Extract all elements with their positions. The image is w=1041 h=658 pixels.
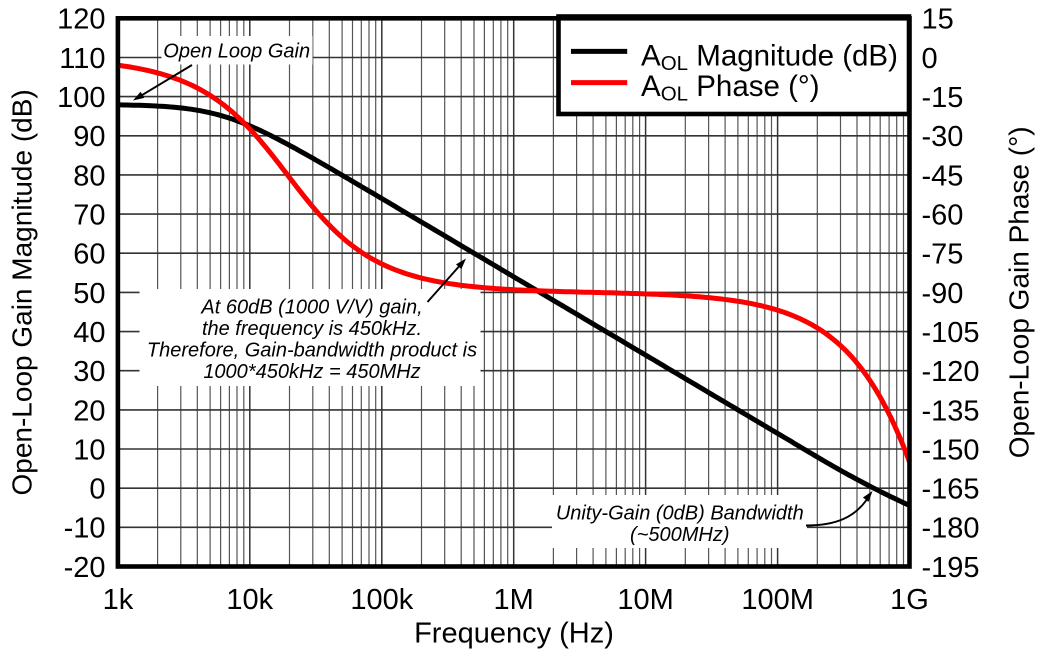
svg-text:80: 80 [73, 160, 105, 192]
svg-text:-165: -165 [922, 474, 980, 506]
svg-text:Unity-Gain (0dB) Bandwidth: Unity-Gain (0dB) Bandwidth [556, 502, 804, 524]
svg-text:70: 70 [73, 200, 105, 232]
svg-text:100k: 100k [350, 584, 413, 616]
svg-text:AOL Magnitude (dB): AOL Magnitude (dB) [641, 40, 898, 75]
svg-text:-135: -135 [922, 395, 980, 427]
svg-text:40: 40 [73, 317, 105, 349]
svg-text:Open Loop Gain: Open Loop Gain [163, 40, 310, 62]
svg-text:10: 10 [73, 434, 105, 466]
svg-text:Open-Loop Gain Phase (°): Open-Loop Gain Phase (°) [1003, 126, 1034, 458]
svg-text:1M: 1M [494, 584, 534, 616]
svg-text:0: 0 [89, 474, 105, 506]
svg-text:100M: 100M [741, 584, 814, 616]
svg-text:(~500MHz): (~500MHz) [630, 524, 729, 546]
svg-text:20: 20 [73, 395, 105, 427]
svg-text:50: 50 [73, 278, 105, 310]
svg-text:-90: -90 [922, 278, 964, 310]
svg-text:-15: -15 [922, 82, 964, 114]
svg-text:AOL Phase (°): AOL Phase (°) [641, 70, 820, 105]
svg-text:1000*450kHz = 450MHz: 1000*450kHz = 450MHz [203, 361, 420, 383]
svg-text:-10: -10 [64, 513, 106, 545]
svg-text:0: 0 [922, 43, 938, 75]
svg-text:the frequency is 450kHz.: the frequency is 450kHz. [202, 318, 422, 340]
svg-text:At 60dB (1000 V/V) gain,: At 60dB (1000 V/V) gain, [200, 297, 422, 319]
svg-text:30: 30 [73, 356, 105, 388]
svg-text:110: 110 [59, 43, 105, 75]
svg-text:60: 60 [73, 239, 105, 271]
svg-text:-75: -75 [922, 239, 964, 271]
svg-text:Frequency (Hz): Frequency (Hz) [414, 617, 614, 649]
svg-text:-45: -45 [922, 160, 964, 192]
svg-text:-20: -20 [64, 552, 106, 584]
svg-text:-105: -105 [922, 317, 980, 349]
svg-text:15: 15 [922, 4, 954, 36]
svg-text:120: 120 [57, 4, 105, 36]
svg-text:-60: -60 [922, 200, 964, 232]
svg-text:-120: -120 [922, 356, 980, 388]
svg-text:10k: 10k [226, 584, 273, 616]
svg-text:Open-Loop Gain Magnitude (dB): Open-Loop Gain Magnitude (dB) [7, 89, 38, 495]
svg-text:-150: -150 [922, 434, 980, 466]
svg-text:10M: 10M [617, 584, 673, 616]
svg-text:-195: -195 [922, 552, 980, 584]
svg-text:90: 90 [73, 121, 105, 153]
svg-text:1k: 1k [103, 584, 134, 616]
svg-text:Therefore, Gain-bandwidth prod: Therefore, Gain-bandwidth product is [147, 340, 477, 362]
svg-text:1G: 1G [890, 584, 929, 616]
svg-text:-30: -30 [922, 121, 964, 153]
svg-text:-180: -180 [922, 513, 980, 545]
svg-text:100: 100 [57, 82, 105, 114]
